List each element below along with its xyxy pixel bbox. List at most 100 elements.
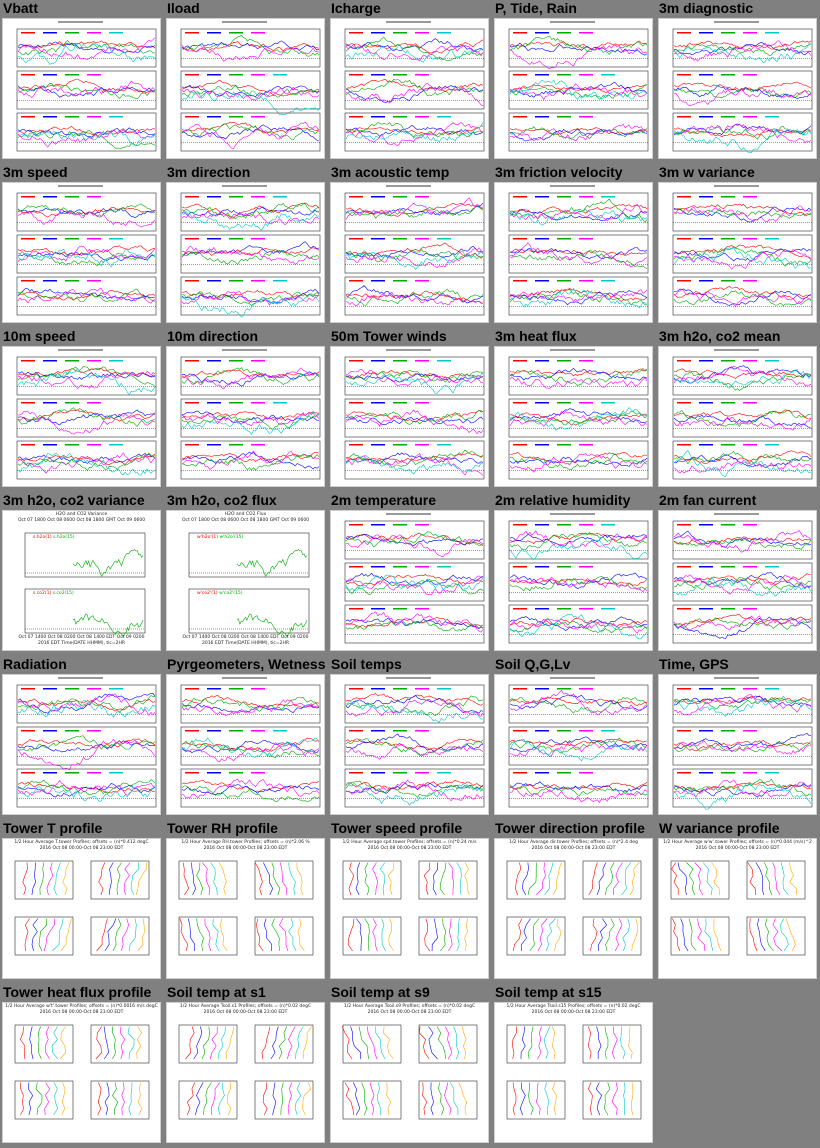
subplot-panel xyxy=(672,684,813,724)
profile-subplot xyxy=(341,1024,402,1064)
profile-subplot xyxy=(14,860,74,900)
plot-thumbnail-soil-temp-at-s15[interactable]: 1/2 Hour Average Tsoil.s15 Profiles; off… xyxy=(494,1002,653,1143)
plot-thumbnail-3m-friction-velocity[interactable] xyxy=(494,182,653,323)
plot-cell-3m-diagnostic: 3m diagnostic xyxy=(656,0,818,161)
plot-thumbnail-tower-rh-profile[interactable]: 1/2 Hour Average RH.tower Profiles; offs… xyxy=(166,838,325,979)
plot-thumbnail-p-tide-rain[interactable] xyxy=(494,18,653,159)
plot-thumbnail-2m-relative-humidity[interactable] xyxy=(494,510,653,651)
plot-thumbnail-3m-h2o-co2-variance[interactable]: H2O and CO2 Variance Oct 07 1800 Oct 08 0… xyxy=(2,510,161,651)
profile-subplot xyxy=(254,1024,314,1064)
plot-cell-soil-q-g-lv: Soil Q,G,Lv xyxy=(492,656,654,817)
profile-subplot xyxy=(342,1080,402,1120)
plot-title: Tower T profile xyxy=(3,820,103,836)
bottom-time-axis: Oct 07 1400 Oct 08 0200 Oct 08 1400 EDT … xyxy=(18,635,145,640)
plot-thumbnail-3m-h2o-co2-mean[interactable] xyxy=(658,346,817,487)
plot-title: 3m h2o, co2 flux xyxy=(167,492,277,508)
plot-thumbnail-50m-tower-winds[interactable] xyxy=(330,346,489,487)
profile-header-line: 2016 Oct 08 00:00-Oct 08 23:00 EDT xyxy=(203,1010,288,1015)
plot-thumbnail-time-gps[interactable] xyxy=(658,674,817,815)
subplot-panel xyxy=(672,726,813,766)
plot-thumbnail-soil-q-g-lv[interactable] xyxy=(494,674,653,815)
plot-cell-3m-speed: 3m speed xyxy=(0,164,162,325)
subplot-panel xyxy=(180,768,321,808)
subplot-panel xyxy=(180,440,321,480)
profile-subplot xyxy=(418,916,478,956)
profile-header: 1/2 Hour Average w'w'.tower Profiles; of… xyxy=(659,840,816,852)
subplot-panel xyxy=(672,234,813,274)
plot-thumbnail-iload[interactable] xyxy=(166,18,325,159)
subplot-panel xyxy=(344,440,485,480)
plot-cell-time-gps: Time, GPS xyxy=(656,656,818,817)
profile-header-line: 1/2 Hour Average dir.tower Profiles; off… xyxy=(509,840,638,845)
plot-title: Tower heat flux profile xyxy=(3,984,152,1000)
plot-thumbnail-3m-direction[interactable] xyxy=(166,182,325,323)
profile-header-line: 2016 Oct 08 00:00-Oct 08 23:00 EDT xyxy=(39,1010,124,1015)
special-plot-header: H2O and CO2 Flux Oct 07 1800 Oct 08 0600 … xyxy=(167,512,324,524)
plot-cell-pyrgeometers-wetness: Pyrgeometers, Wetness xyxy=(164,656,326,817)
plot-title: Tower direction profile xyxy=(495,820,645,836)
profile-subplot xyxy=(178,1080,238,1120)
subplot-panel xyxy=(16,192,157,232)
plot-thumbnail-2m-fan-current[interactable] xyxy=(658,510,817,651)
plot-cell-3m-friction-velocity: 3m friction velocity xyxy=(492,164,654,325)
profile-subplot xyxy=(670,916,730,956)
profile-subplot xyxy=(90,1024,150,1064)
plot-cell-tower-t-profile: Tower T profile 1/2 Hour Average T.tower … xyxy=(0,820,162,981)
plot-thumbnail-2m-temperature[interactable] xyxy=(330,510,489,651)
profile-header-line: 2016 Oct 08 00:00-Oct 08 23:00 EDT xyxy=(531,1010,616,1015)
plot-thumbnail-3m-w-variance[interactable] xyxy=(658,182,817,323)
profile-subplot xyxy=(506,860,566,900)
plot-thumbnail-pyrgeometers-wetness[interactable] xyxy=(166,674,325,815)
subplot-panel xyxy=(672,28,813,68)
plot-thumbnail-w-variance-profile[interactable]: 1/2 Hour Average w'w'.tower Profiles; of… xyxy=(658,838,817,979)
plot-title: Soil Q,G,Lv xyxy=(495,656,571,672)
plot-thumbnail-soil-temp-at-s9[interactable]: 1/2 Hour Average Tsoil.s9 Profiles; offs… xyxy=(330,1002,489,1143)
plot-thumbnail-tower-speed-profile[interactable]: 1/2 Hour Average spd.tower Profiles; off… xyxy=(330,838,489,979)
plot-thumbnail-3m-h2o-co2-flux[interactable]: H2O and CO2 Flux Oct 07 1800 Oct 08 0600 … xyxy=(166,510,325,651)
profile-subplot xyxy=(418,1024,478,1064)
profile-subplot xyxy=(342,860,402,900)
subplot-panel xyxy=(344,112,485,152)
plot-thumbnail-tower-direction-profile[interactable]: 1/2 Hour Average dir.tower Profiles; off… xyxy=(494,838,653,979)
profile-header: 1/2 Hour Average Tsoil.s9 Profiles; offs… xyxy=(331,1004,488,1016)
plot-thumbnail-10m-direction[interactable] xyxy=(166,346,325,487)
plot-thumbnail-tower-heat-flux-profile[interactable]: 1/2 Hour Average w't'.tower Profiles; of… xyxy=(2,1002,161,1143)
subplot-panel xyxy=(672,192,813,232)
plot-thumbnail-radiation[interactable] xyxy=(2,674,161,815)
plot-thumbnail-vbatt[interactable] xyxy=(2,18,161,159)
plot-thumbnail-3m-heat-flux[interactable] xyxy=(494,346,653,487)
profile-header-line: 1/2 Hour Average Tsoil.s15 Profiles; off… xyxy=(506,1004,641,1009)
subplot-panel xyxy=(180,28,321,68)
subplot-panel xyxy=(508,112,649,152)
plot-title: Time, GPS xyxy=(659,656,729,672)
plot-title: 50m Tower winds xyxy=(331,328,447,344)
plot-thumbnail-icharge[interactable] xyxy=(330,18,489,159)
profile-header-line: 2016 Oct 08 00:00-Oct 08 23:00 EDT xyxy=(367,846,452,851)
subplot-panel xyxy=(508,562,649,602)
plot-title: Soil temp at s9 xyxy=(331,984,430,1000)
profile-header-line: 1/2 Hour Average w't'.tower Profiles; of… xyxy=(5,1004,158,1009)
special-plot-footer: Oct 07 1400 Oct 08 0200 Oct 08 1400 EDT … xyxy=(3,635,160,647)
subplot-panel xyxy=(672,398,813,438)
subplot-panel xyxy=(344,520,485,560)
subplot-panel xyxy=(16,70,157,110)
subplot-panel xyxy=(180,398,321,438)
plot-thumbnail-soil-temp-at-s1[interactable]: 1/2 Hour Average Tsoil.s1 Profiles; offs… xyxy=(166,1002,325,1143)
plot-cell-tower-direction-profile: Tower direction profile 1/2 Hour Average … xyxy=(492,820,654,981)
plot-title: 3m direction xyxy=(167,164,251,180)
plot-title: 2m fan current xyxy=(659,492,757,508)
profile-subplot xyxy=(14,916,74,956)
plot-thumbnail-3m-diagnostic[interactable] xyxy=(658,18,817,159)
plot-thumbnail-3m-speed[interactable] xyxy=(2,182,161,323)
plot-cell-3m-h2o-co2-variance: 3m h2o, co2 variance H2O and CO2 Variance… xyxy=(0,492,162,653)
subplot-panel xyxy=(672,768,813,810)
plot-thumbnail-3m-acoustic-temp[interactable] xyxy=(330,182,489,323)
plot-thumbnail-10m-speed[interactable] xyxy=(2,346,161,487)
plot-thumbnail-soil-temps[interactable] xyxy=(330,674,489,815)
profile-header-line: 2016 Oct 08 00:00-Oct 08 23:00 EDT xyxy=(695,846,780,851)
subplot-panel xyxy=(344,356,485,396)
plot-title: Soil temp at s15 xyxy=(495,984,602,1000)
plot-title: W variance profile xyxy=(659,820,780,836)
plot-thumbnail-tower-t-profile[interactable]: 1/2 Hour Average T.tower Profiles; offse… xyxy=(2,838,161,979)
special-plot-title: H2O and CO2 Flux xyxy=(224,512,267,517)
